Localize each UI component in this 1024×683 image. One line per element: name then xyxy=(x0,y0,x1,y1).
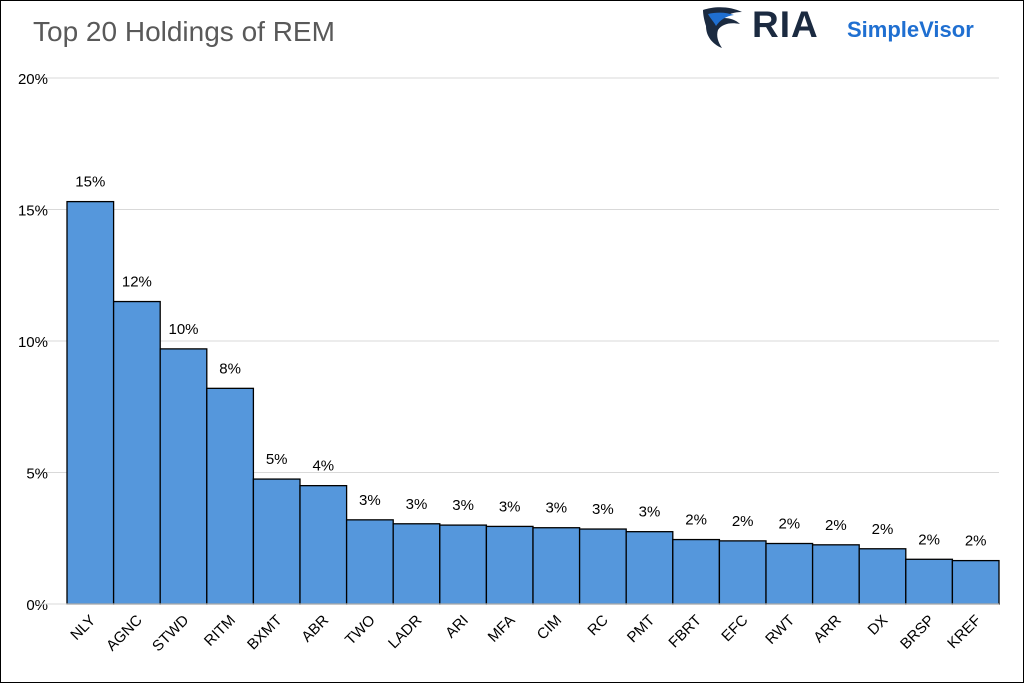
x-tick-label: BRSP xyxy=(897,612,938,653)
data-label: 3% xyxy=(592,501,614,518)
bar xyxy=(345,519,394,605)
bar xyxy=(951,559,1000,605)
brand-logo: RIA SimpleVisor xyxy=(700,4,1000,50)
brand-name: RIA xyxy=(752,4,819,45)
data-label: 10% xyxy=(168,321,198,338)
bar xyxy=(392,523,441,605)
data-label: 15% xyxy=(75,174,105,191)
data-label: 3% xyxy=(406,496,428,513)
x-tick-label: RITM xyxy=(201,612,239,650)
y-tick-label: 5% xyxy=(26,466,48,483)
bar xyxy=(66,200,115,605)
x-tick-label: EFC xyxy=(718,612,751,645)
bar xyxy=(299,484,348,605)
y-tick-label: 20% xyxy=(18,71,48,88)
bar xyxy=(811,544,860,605)
x-tick-label: ARR xyxy=(810,612,845,647)
data-label: 8% xyxy=(219,360,241,377)
data-label: 2% xyxy=(825,517,847,534)
data-label: 2% xyxy=(732,513,754,530)
bar xyxy=(718,540,767,605)
data-label: 2% xyxy=(918,531,940,548)
x-tick-label: ARI xyxy=(442,612,472,642)
x-tick-label: NLY xyxy=(67,612,99,644)
y-tick-label: 10% xyxy=(18,334,48,351)
data-label: 2% xyxy=(685,512,707,529)
bar xyxy=(206,387,255,605)
bar xyxy=(159,348,208,605)
bar xyxy=(858,548,907,605)
x-tick-label: TWO xyxy=(342,612,379,649)
data-label: 12% xyxy=(122,274,152,291)
data-label: 3% xyxy=(499,498,521,515)
x-tick-label: DX xyxy=(865,612,892,639)
data-label: 2% xyxy=(778,516,800,533)
x-tick-label: RWT xyxy=(762,612,798,648)
bar xyxy=(625,531,674,605)
data-label: 3% xyxy=(359,492,381,509)
data-label: 2% xyxy=(965,533,987,550)
x-tick-label: MFA xyxy=(485,612,519,646)
y-tick-label: 0% xyxy=(26,597,48,614)
data-label: 3% xyxy=(452,497,474,514)
x-tick-label: BXMT xyxy=(244,612,285,653)
x-tick-label: RC xyxy=(584,612,611,639)
brand-product: SimpleVisor xyxy=(847,17,974,42)
bar xyxy=(578,528,627,605)
eagle-logo-icon xyxy=(703,7,742,48)
x-tick-label: ABR xyxy=(298,612,332,646)
bar xyxy=(672,538,721,605)
data-label: 4% xyxy=(312,458,334,475)
bar xyxy=(532,527,581,605)
bar xyxy=(485,525,534,605)
data-label: 3% xyxy=(639,504,661,521)
bar xyxy=(112,300,161,605)
x-tick-label: AGNC xyxy=(103,612,146,655)
x-tick-label: STWD xyxy=(149,612,192,655)
bar xyxy=(439,524,488,605)
x-tick-label: PMT xyxy=(624,612,658,646)
data-label: 2% xyxy=(872,521,894,538)
chart-title: Top 20 Holdings of REM xyxy=(33,16,335,47)
x-tick-label: FBRT xyxy=(665,612,705,652)
data-label: 5% xyxy=(266,451,288,468)
bar xyxy=(905,558,954,605)
bar xyxy=(765,542,814,605)
x-tick-label: KREF xyxy=(944,612,984,652)
x-tick-label: LADR xyxy=(385,612,425,652)
y-tick-label: 15% xyxy=(18,203,48,220)
bar xyxy=(252,478,301,605)
x-tick-label: CIM xyxy=(534,612,565,643)
data-label: 3% xyxy=(545,500,567,517)
